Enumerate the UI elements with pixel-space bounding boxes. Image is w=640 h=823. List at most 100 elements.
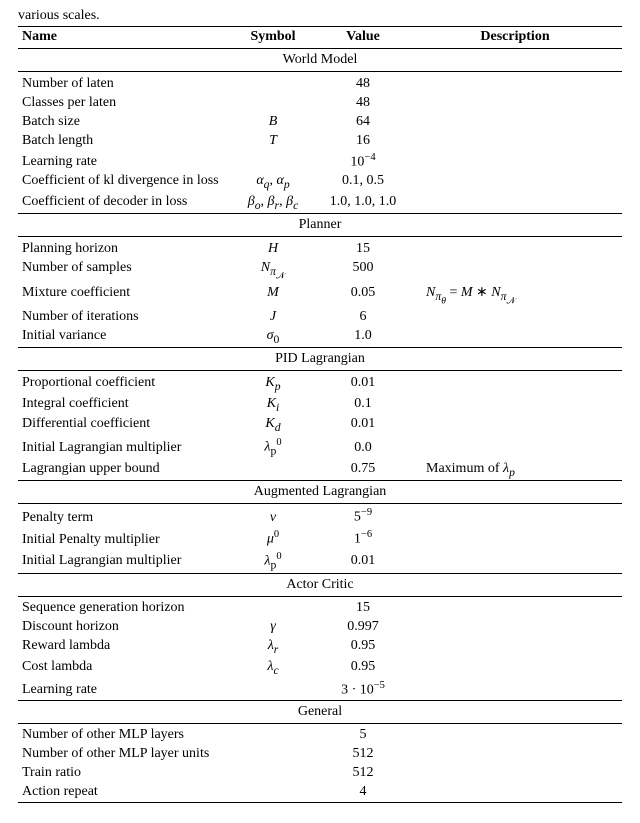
table-row: Proportional coefficientKp0.01	[18, 373, 622, 394]
cell-symbol	[228, 74, 318, 93]
cell-name: Planning horizon	[18, 239, 228, 258]
cell-symbol	[228, 745, 318, 764]
cell-symbol	[228, 783, 318, 803]
cell-name: Proportional coefficient	[18, 373, 228, 394]
table-row: Reward lambdaλr0.95	[18, 637, 622, 658]
cell-value: 5−9	[318, 506, 408, 528]
cell-name: Cost lambda	[18, 658, 228, 679]
cell-symbol: αq, αp	[228, 172, 318, 193]
cell-name: Number of other MLP layers	[18, 726, 228, 745]
col-desc: Description	[408, 27, 622, 49]
cell-desc	[408, 436, 622, 459]
cell-name: Number of samples	[18, 258, 228, 282]
cell-value: 512	[318, 745, 408, 764]
cell-name: Initial Lagrangian multiplier	[18, 549, 228, 573]
cell-desc	[408, 745, 622, 764]
cell-name: Initial Penalty multiplier	[18, 528, 228, 550]
cell-name: Number of laten	[18, 74, 228, 93]
table-row: Batch sizeB64	[18, 112, 622, 131]
cell-name: Penalty term	[18, 506, 228, 528]
section-title: World Model	[18, 49, 622, 72]
cell-symbol: Kd	[228, 415, 318, 436]
cell-symbol	[228, 678, 318, 700]
cell-desc	[408, 415, 622, 436]
cell-symbol	[228, 93, 318, 112]
cell-value: 15	[318, 599, 408, 618]
table-row: Initial varianceσ01.0	[18, 327, 622, 348]
cell-value: 4	[318, 783, 408, 803]
cell-symbol	[228, 150, 318, 172]
cell-desc	[408, 618, 622, 637]
cell-name: Batch length	[18, 131, 228, 150]
cell-desc	[408, 172, 622, 193]
cell-symbol: λr	[228, 637, 318, 658]
table-row: Classes per laten 48	[18, 93, 622, 112]
cell-value: 10−4	[318, 150, 408, 172]
cell-value: 0.01	[318, 549, 408, 573]
table-row: Mixture coefficientM0.05Nπθ = M ∗ Nπ𝒩	[18, 282, 622, 307]
cell-desc	[408, 528, 622, 550]
cell-symbol	[228, 764, 318, 783]
cell-symbol	[228, 459, 318, 480]
cell-desc	[408, 74, 622, 93]
cell-desc	[408, 192, 622, 213]
header-row: Name Symbol Value Description	[18, 27, 622, 49]
cell-symbol: T	[228, 131, 318, 150]
cell-value: 0.01	[318, 415, 408, 436]
cell-desc	[408, 327, 622, 348]
cell-name: Initial Lagrangian multiplier	[18, 436, 228, 459]
col-value: Value	[318, 27, 408, 49]
cell-symbol: Ki	[228, 394, 318, 415]
table-row: Number of samplesNπ𝒩500	[18, 258, 622, 282]
cell-desc	[408, 93, 622, 112]
table-row: Initial Lagrangian multiplierλp00.0	[18, 436, 622, 459]
cell-value: 16	[318, 131, 408, 150]
cell-value: 6	[318, 308, 408, 327]
cell-symbol: H	[228, 239, 318, 258]
table-row: Coefficient of kl divergence in lossαq, …	[18, 172, 622, 193]
cell-name: Sequence generation horizon	[18, 599, 228, 618]
cell-value: 0.997	[318, 618, 408, 637]
table-row: Differential coefficientKd0.01	[18, 415, 622, 436]
table-row: Batch lengthT16	[18, 131, 622, 150]
cell-symbol: ν	[228, 506, 318, 528]
cell-name: Coefficient of decoder in loss	[18, 192, 228, 213]
cell-name: Differential coefficient	[18, 415, 228, 436]
cell-name: Lagrangian upper bound	[18, 459, 228, 480]
table-row: Penalty termν5−9	[18, 506, 622, 528]
cell-value: 0.01	[318, 373, 408, 394]
cell-desc	[408, 637, 622, 658]
cell-name: Classes per laten	[18, 93, 228, 112]
cell-value: 48	[318, 93, 408, 112]
cell-desc: Nπθ = M ∗ Nπ𝒩	[408, 282, 622, 307]
cell-symbol: Nπ𝒩	[228, 258, 318, 282]
cell-desc	[408, 678, 622, 700]
cell-value: 1.0	[318, 327, 408, 348]
cell-symbol: Kp	[228, 373, 318, 394]
table-row: Number of laten48	[18, 74, 622, 93]
cell-value: 3 · 10−5	[318, 678, 408, 700]
cell-name: Batch size	[18, 112, 228, 131]
cell-value: 64	[318, 112, 408, 131]
table-row: Number of other MLP layer units512	[18, 745, 622, 764]
cell-symbol: γ	[228, 618, 318, 637]
pretext: various scales.	[18, 8, 622, 24]
table-row: Coefficient of decoder in lossβo, βr, βc…	[18, 192, 622, 213]
cell-symbol	[228, 599, 318, 618]
cell-desc	[408, 131, 622, 150]
table-row: Lagrangian upper bound0.75Maximum of λp	[18, 459, 622, 480]
hyperparam-table: Name Symbol Value Description World Mode…	[18, 26, 622, 803]
cell-desc	[408, 112, 622, 131]
cell-desc	[408, 258, 622, 282]
table-row: Number of other MLP layers5	[18, 726, 622, 745]
cell-value: 512	[318, 764, 408, 783]
section-title: PID Lagrangian	[18, 348, 622, 371]
table-row: Initial Lagrangian multiplierλp00.01	[18, 549, 622, 573]
table-row: Cost lambdaλc0.95	[18, 658, 622, 679]
section-title: Planner	[18, 214, 622, 237]
cell-value: 500	[318, 258, 408, 282]
cell-value: 0.95	[318, 658, 408, 679]
cell-desc: Maximum of λp	[408, 459, 622, 480]
cell-name: Train ratio	[18, 764, 228, 783]
cell-name: Integral coefficient	[18, 394, 228, 415]
